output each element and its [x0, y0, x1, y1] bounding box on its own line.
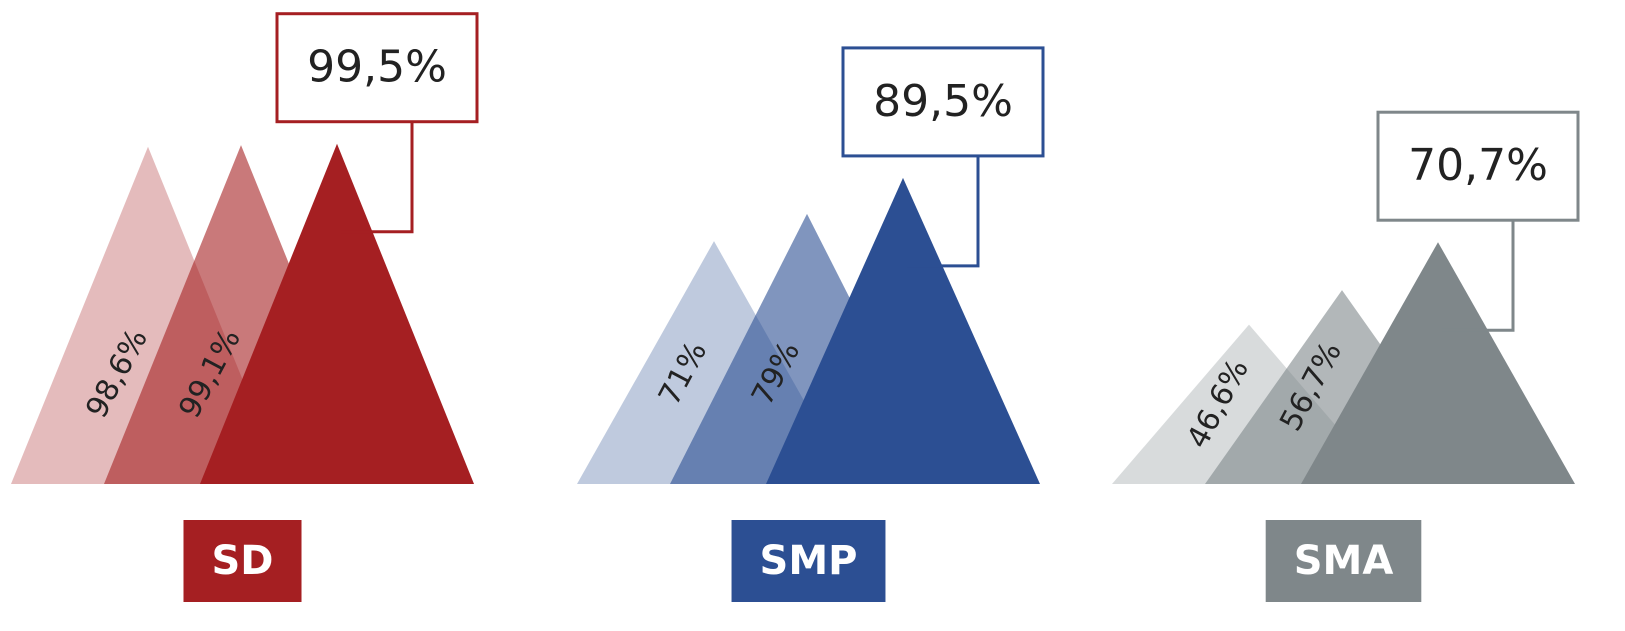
callout-line — [1442, 220, 1515, 332]
callout-box — [275, 12, 479, 124]
group-badge — [731, 520, 886, 602]
callout-label: 99,5% — [307, 42, 447, 93]
group-name: SMA — [1294, 538, 1394, 584]
callout-box — [1376, 110, 1580, 222]
group-badge — [1265, 520, 1422, 602]
callout-label: 70,7% — [1408, 140, 1548, 191]
triangle — [766, 177, 1040, 484]
group-name: SD — [211, 538, 273, 584]
callout-line — [907, 155, 980, 268]
triangle — [1301, 242, 1575, 484]
triangle — [200, 143, 474, 484]
callout-label: 89,5% — [873, 76, 1013, 127]
callout-box — [841, 46, 1045, 158]
callout-line — [341, 121, 414, 234]
group-name: SMP — [760, 538, 858, 584]
group-badge — [183, 520, 302, 602]
